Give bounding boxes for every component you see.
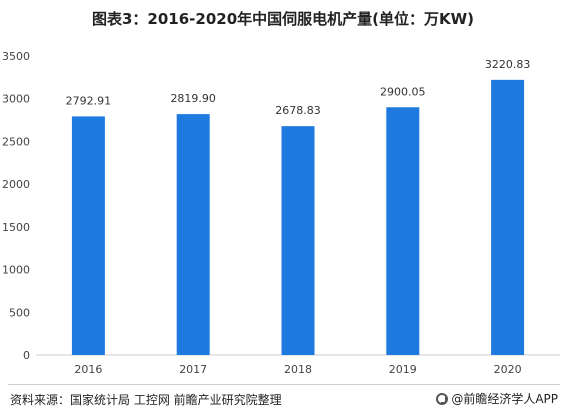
brand-name: @前瞻经济学人APP xyxy=(451,392,558,406)
x-tick-label: 2019 xyxy=(389,363,417,376)
y-tick-label: 1500 xyxy=(2,221,30,234)
y-tick-label: 500 xyxy=(9,306,30,319)
chart-title: 图表3：2016-2020年中国伺服电机产量(单位：万KW) xyxy=(91,10,475,28)
y-tick-label: 3500 xyxy=(2,50,30,63)
brand-logo-icon xyxy=(436,392,449,405)
brand-credit: @前瞻经济学人APP xyxy=(436,390,558,407)
bar-value-label: 2900.05 xyxy=(380,85,426,98)
x-tick-label: 2020 xyxy=(494,363,522,376)
y-tick-label: 0 xyxy=(23,349,30,362)
bar-2020 xyxy=(491,79,525,355)
y-tick-label: 2000 xyxy=(2,178,30,191)
bar-value-label: 2819.90 xyxy=(170,92,216,105)
x-tick-label: 2016 xyxy=(74,363,102,376)
x-tick-label: 2017 xyxy=(179,363,207,376)
footer-divider xyxy=(8,384,560,385)
bar-2019 xyxy=(386,107,420,355)
bar-value-label: 3220.83 xyxy=(485,58,531,71)
x-axis: 2016 2017 2018 2019 2020 xyxy=(74,363,521,376)
y-tick-label: 1000 xyxy=(2,264,30,277)
source-note: 资料来源：国家统计局 工控网 前瞻产业研究院整理 xyxy=(10,393,282,407)
y-axis: 0 500 1000 1500 2000 2500 3000 3500 xyxy=(2,50,30,362)
bar-2016 xyxy=(71,116,105,355)
bar-2018 xyxy=(281,126,315,355)
bar-value-labels: 2792.91 2819.90 2678.83 2900.05 3220.83 xyxy=(66,58,531,117)
bar-value-label: 2678.83 xyxy=(275,104,321,117)
y-tick-label: 2500 xyxy=(2,135,30,148)
x-tick-label: 2018 xyxy=(284,363,312,376)
bar-2017 xyxy=(176,114,210,355)
bar-value-label: 2792.91 xyxy=(66,94,112,107)
bar-series xyxy=(71,79,525,355)
y-tick-label: 3000 xyxy=(2,93,30,106)
